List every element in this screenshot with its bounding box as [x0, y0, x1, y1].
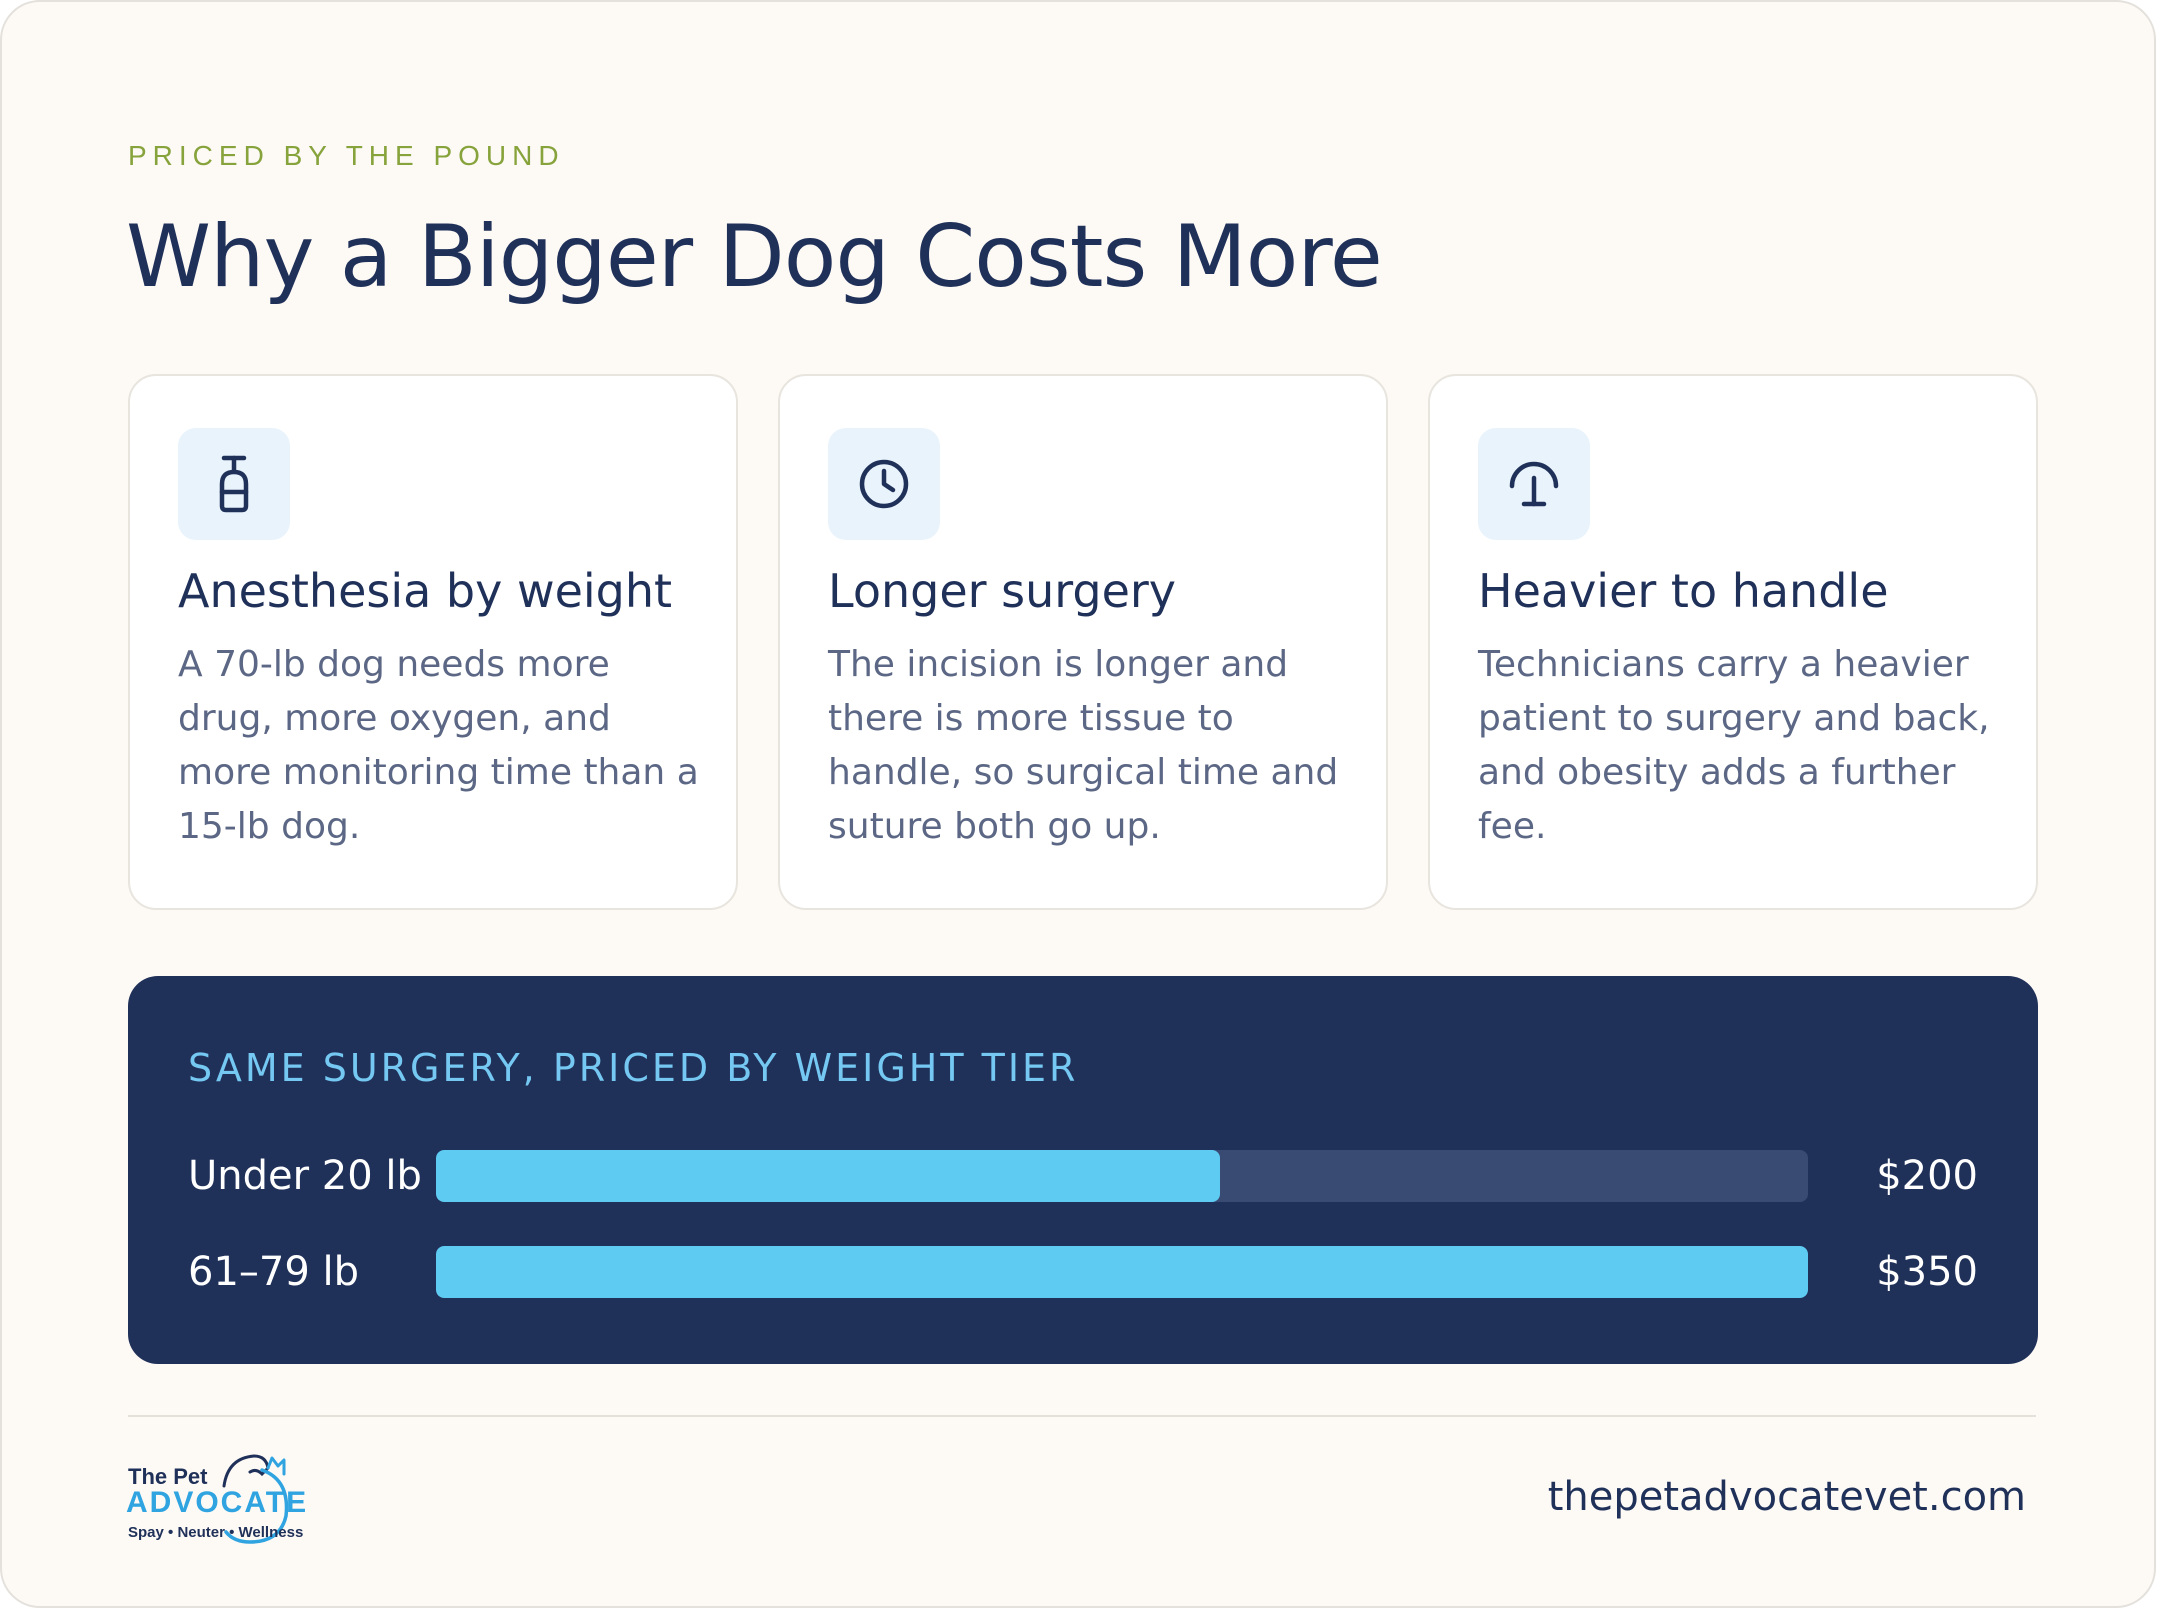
footer-divider	[128, 1415, 2036, 1417]
card-body: A 70-lb dog needs more drug, more oxygen…	[178, 644, 699, 847]
tier-label: 61–79 lb	[188, 1249, 360, 1295]
pet-silhouette-icon	[222, 1454, 289, 1544]
card-heading: Anesthesia by weight	[178, 564, 673, 618]
tier-row-under-20: Under 20 lb $200	[188, 1150, 1978, 1202]
tier-bar-fill	[436, 1246, 1808, 1298]
tier-price: $350	[1876, 1249, 1978, 1295]
card-heavier-handle: Heavier to handle Technicians carry a he…	[1428, 374, 2038, 910]
card-body: Technicians carry a heavier patient to s…	[1478, 644, 1990, 847]
card-body: The incision is longer and there is more…	[828, 644, 1339, 847]
tier-bar-track	[436, 1246, 1808, 1298]
lift-handle-icon	[1478, 428, 1590, 540]
logo-line-1: The Pet	[128, 1464, 208, 1489]
card-heading: Longer surgery	[828, 564, 1177, 618]
tier-price: $200	[1876, 1153, 1978, 1199]
pricing-title: SAME SURGERY, PRICED BY WEIGHT TIER	[188, 1046, 1079, 1090]
logo-tagline: Spay • Neuter • Wellness	[128, 1524, 304, 1541]
tier-bar-track	[436, 1150, 1808, 1202]
card-anesthesia: Anesthesia by weight A 70-lb dog needs m…	[128, 374, 738, 910]
clock-icon	[828, 428, 940, 540]
tier-label: Under 20 lb	[188, 1153, 422, 1199]
page-title: Why a Bigger Dog Costs More	[126, 207, 1383, 307]
card-heading: Heavier to handle	[1478, 564, 1889, 618]
pricing-panel: SAME SURGERY, PRICED BY WEIGHT TIER Unde…	[128, 976, 2038, 1364]
tier-bar-fill	[436, 1150, 1220, 1202]
card-longer-surgery: Longer surgery The incision is longer an…	[778, 374, 1388, 910]
anesthesia-bottle-icon	[178, 428, 290, 540]
brand-logo: The Pet ADVOCATE Spay • Neuter • Wellnes…	[126, 1444, 326, 1548]
logo-line-2: ADVOCATE	[126, 1486, 309, 1519]
reasons-cards: Anesthesia by weight A 70-lb dog needs m…	[128, 374, 2038, 912]
website-link[interactable]: thepetadvocatevet.com	[1547, 1474, 2026, 1520]
eyebrow-label: PRICED BY THE POUND	[128, 140, 565, 171]
tier-row-61-79: 61–79 lb $350	[188, 1246, 1978, 1298]
